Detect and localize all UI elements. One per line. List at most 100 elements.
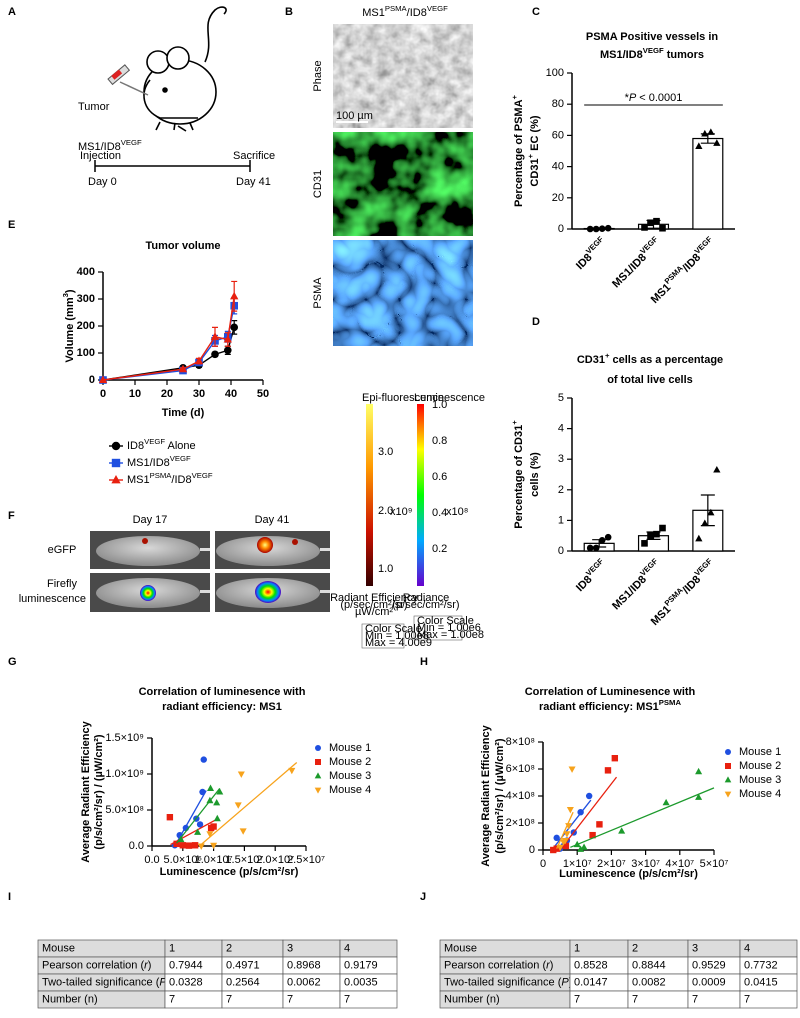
x-axis-label: Luminescence (p/s/cm²/sr) [160,866,299,878]
point [194,356,204,365]
chart-title: of total live cells [607,374,693,386]
label: MS1/ID8VEGF [78,138,142,153]
point [647,532,654,539]
y-tick-label: 1.0×10⁹ [105,768,144,780]
point [641,224,648,231]
text-part: ) [148,960,152,972]
chart-title: radiant efficiency: MS1 [162,701,282,713]
point [98,375,108,384]
point [210,842,218,850]
panel-label: J [420,891,426,903]
point [213,814,221,822]
x-tick-label: 2.5×10⁷ [287,854,325,866]
text-part: Pearson correlation ( [444,960,546,972]
superscript: VEGF [693,556,714,577]
superscript: + [605,351,610,360]
point [653,217,660,225]
colorbar [417,404,424,586]
point [111,458,121,468]
text-part: MS1/ID8 [78,141,121,153]
label: Day 41 [236,176,271,188]
table-text: 3 [287,943,293,955]
point [695,534,703,542]
point [707,508,715,516]
x-tick-label: 5.0×10⁶ [164,854,202,866]
superscript: VEGF [427,4,448,13]
x-tick-label: 0 [100,388,106,400]
point [662,798,670,806]
table-cell [739,990,798,1009]
point [315,745,321,751]
y-tick-label: 400 [77,266,95,278]
y-tick-label: 4×10⁸ [506,790,535,802]
y-tick-label: 80 [552,98,564,110]
point [111,441,121,451]
x-tick-label: 3×10⁷ [631,858,660,870]
y-tick-label: 5 [558,392,564,404]
chart-title: Correlation of Luminesence with [525,686,696,698]
colorbar-unit: µW/cm² [355,606,393,618]
point [197,843,205,850]
text-part: MS1 [649,604,673,628]
point [573,840,581,848]
point [659,524,666,532]
x-tick-label: 5×10⁷ [700,858,729,870]
cd31-image [333,132,473,236]
colorbar-title: Epi-fluorescence [362,392,444,404]
fit-line [559,776,618,851]
table-text: Number (n) [42,994,98,1006]
point [237,771,245,778]
y-tick-label: 60 [552,129,564,141]
table-text: 0.4971 [226,960,260,972]
italic-text: r [144,960,149,972]
superscript: VEGF [170,454,191,463]
x-axis-label: Luminescence (p/s/cm²/sr) [559,868,698,880]
colorbar-unit: Radiant Efficiency [330,592,418,604]
point [216,788,224,795]
point [553,834,560,842]
table-text: 7 [169,994,175,1006]
y-tick-label: 0 [89,374,95,386]
panel-label: F [8,510,15,522]
superscript: VEGF [693,234,714,255]
text-part: MS1/ID8 [600,49,643,61]
table-text: Two-tailed significance (P) [42,977,170,989]
x-tick-label: 40 [225,388,237,400]
colorbar-title: Luminescence [414,392,485,404]
point [207,784,215,791]
table-text: 0.9529 [692,960,726,972]
table-text: 2 [226,943,232,955]
legend-label: MS1/ID8VEGF [127,454,191,469]
superscript: VEGF [584,234,605,255]
y-axis-label: Average Radiant Efficiency [480,724,492,866]
x-axis-label: Time (d) [162,407,205,419]
scale-label: 100 µm [336,110,373,122]
superscript: PSMA [150,471,173,480]
point [701,129,709,137]
point [199,788,206,796]
colorbar-tick: 1.0 [378,563,393,575]
table-text: Pearson correlation (r) [42,960,151,972]
legend-label: Mouse 3 [329,770,371,782]
legend-label: ID8VEGF Alone [127,437,196,452]
point [586,544,594,552]
text-part: ID8 [574,252,595,273]
point [111,474,121,484]
colorbar-scale: Color Scale [417,615,474,627]
chart-title: Tumor volume [146,240,221,252]
colorbar-tick: 0.6 [432,471,447,483]
table-text: 0.0009 [692,977,726,989]
superscript: VEGF [192,471,213,480]
x-tick-label: 2×10⁷ [597,858,626,870]
colorbar-scale: Max = 1.00e8 [417,629,484,641]
colorbar-scale: Min = 1.00e8 [365,630,429,642]
text-part: MS1/ID8 [610,574,649,613]
table-text: Mouse [42,943,75,955]
text-part: Two-tailed significance ( [444,977,562,989]
point [206,831,214,838]
text-part: MS1/ID8 [127,457,170,469]
colorbar-unit: Radiance [403,592,449,604]
text-part: Two-tailed significance ( [42,977,160,989]
table-text: Number (n) [444,994,500,1006]
